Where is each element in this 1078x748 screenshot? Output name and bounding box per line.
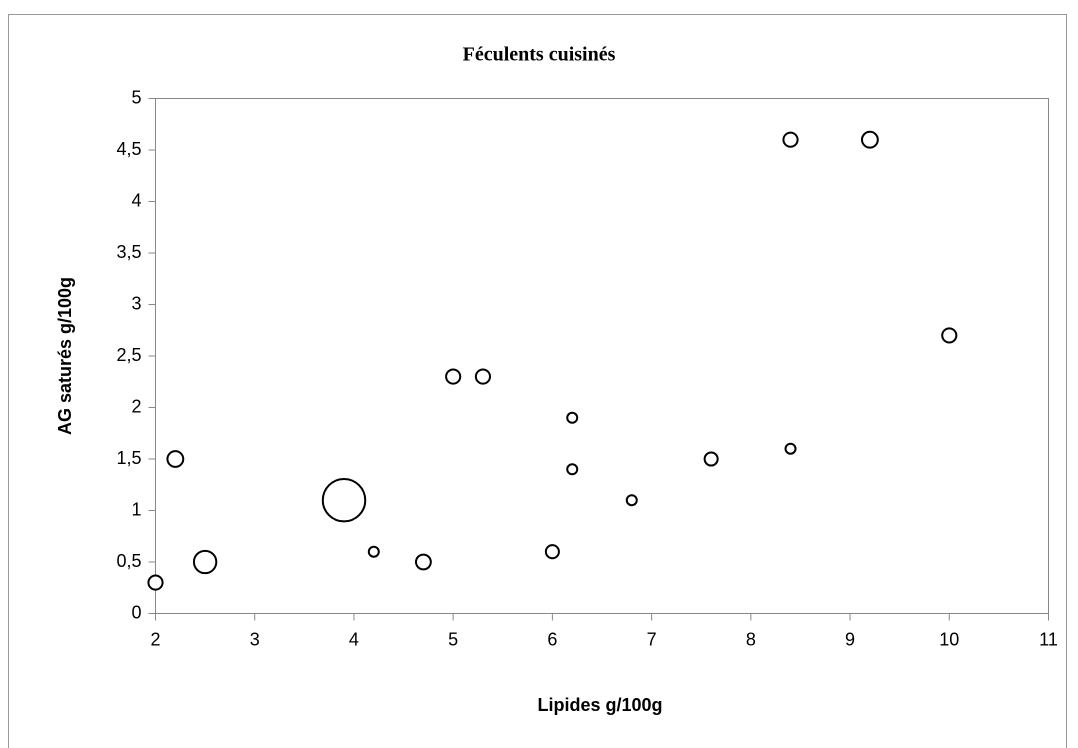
x-tick-label: 10 xyxy=(939,629,959,649)
x-tick-label: 9 xyxy=(845,629,855,649)
bubble xyxy=(192,549,218,575)
bubble xyxy=(367,545,380,558)
y-tick-label: 1,5 xyxy=(116,448,141,468)
x-tick-label: 4 xyxy=(349,629,359,649)
bubble xyxy=(941,327,958,344)
chart-title: Féculents cuisinés xyxy=(463,44,616,66)
chart-frame xyxy=(8,14,1067,748)
y-tick-label: 3,5 xyxy=(116,242,141,262)
bubble xyxy=(147,574,164,591)
bubble xyxy=(784,442,797,455)
bubble xyxy=(566,463,579,476)
y-tick-label: 0,5 xyxy=(116,551,141,571)
x-tick-label: 6 xyxy=(547,629,557,649)
x-tick-label: 7 xyxy=(647,629,657,649)
x-tick-label: 2 xyxy=(150,629,160,649)
bubble xyxy=(782,131,799,148)
bubble xyxy=(166,450,185,468)
y-tick-label: 4 xyxy=(131,190,141,210)
x-tick-label: 11 xyxy=(1039,629,1058,649)
x-tick-label: 3 xyxy=(250,629,260,649)
y-tick-label: 0 xyxy=(131,602,141,622)
bubble xyxy=(625,494,638,507)
y-tick-label: 2 xyxy=(131,396,141,416)
x-axis-title: Lipides g/100g xyxy=(537,695,662,715)
y-tick-label: 3 xyxy=(131,293,141,313)
bubble xyxy=(860,130,879,149)
y-tick-label: 2,5 xyxy=(116,345,141,365)
bubble xyxy=(703,451,719,467)
x-tick-label: 8 xyxy=(746,629,756,649)
bubble xyxy=(544,544,560,560)
y-tick-label: 5 xyxy=(131,87,141,107)
y-tick-label: 4,5 xyxy=(116,139,141,159)
bubble xyxy=(566,411,579,424)
bubble xyxy=(414,553,432,571)
bubble xyxy=(321,477,367,523)
bubble xyxy=(474,368,492,385)
x-tick-label: 5 xyxy=(448,629,458,649)
y-tick-label: 1 xyxy=(131,499,141,519)
bubble xyxy=(445,368,462,385)
y-axis-title: AG saturés g/100g xyxy=(55,277,75,435)
